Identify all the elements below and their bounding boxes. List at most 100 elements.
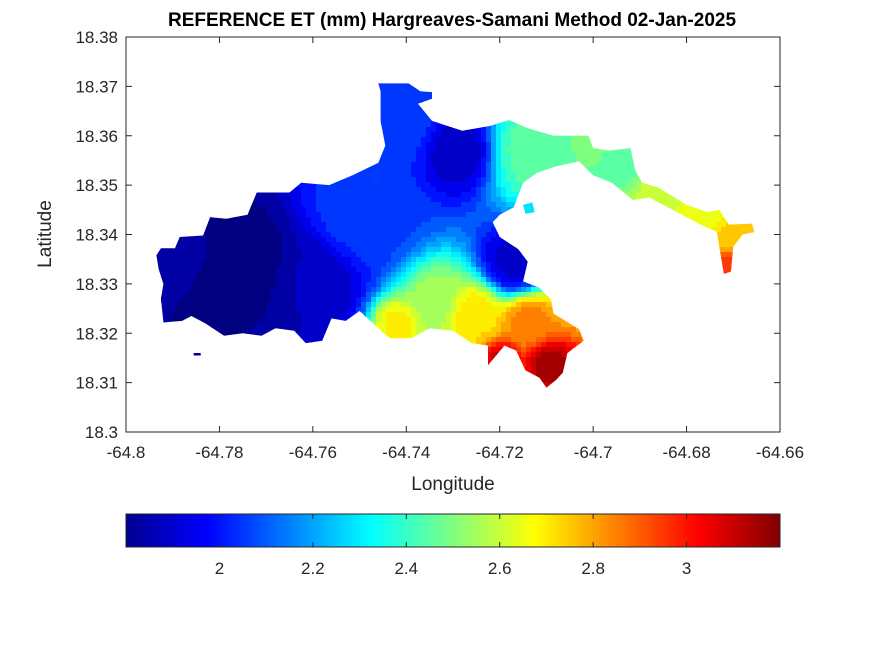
field-cell bbox=[531, 137, 537, 143]
field-cell bbox=[486, 157, 492, 163]
field-cell bbox=[446, 132, 452, 138]
field-cell bbox=[681, 207, 687, 213]
field-cell bbox=[291, 222, 297, 228]
field-cell bbox=[526, 137, 532, 143]
field-cell bbox=[411, 162, 417, 168]
field-cell bbox=[506, 147, 512, 153]
field-cell bbox=[541, 162, 547, 168]
field-cell bbox=[496, 187, 502, 193]
field-cell bbox=[381, 167, 387, 173]
field-cell bbox=[401, 102, 407, 108]
field-cell bbox=[486, 167, 492, 173]
field-cell bbox=[206, 222, 212, 228]
field-cell bbox=[556, 152, 562, 158]
field-cell bbox=[331, 222, 337, 228]
field-cell bbox=[386, 132, 392, 138]
field-cell bbox=[426, 202, 432, 208]
field-cell bbox=[406, 92, 412, 98]
field-cell bbox=[391, 212, 397, 218]
field-cell bbox=[406, 147, 412, 153]
field-cell bbox=[351, 212, 357, 218]
field-cell bbox=[366, 202, 372, 208]
field-cell bbox=[576, 152, 582, 158]
field-cell bbox=[431, 197, 437, 203]
field-cell bbox=[426, 177, 432, 183]
field-cell bbox=[716, 212, 722, 218]
field-cell bbox=[501, 147, 507, 153]
field-cell bbox=[586, 147, 592, 153]
field-cell bbox=[396, 83, 402, 88]
field-cell bbox=[666, 202, 672, 208]
field-cell bbox=[551, 147, 557, 153]
field-cell bbox=[631, 162, 637, 168]
field-cell bbox=[401, 112, 407, 118]
field-cell bbox=[386, 202, 392, 208]
field-cell bbox=[546, 142, 552, 148]
field-cell bbox=[456, 197, 462, 203]
field-cell bbox=[601, 172, 607, 178]
field-cell bbox=[401, 167, 407, 173]
field-cell bbox=[626, 172, 632, 178]
field-cell bbox=[411, 112, 417, 118]
field-cell bbox=[556, 137, 562, 143]
field-cell bbox=[476, 172, 482, 178]
field-cell bbox=[466, 142, 472, 148]
field-cell bbox=[381, 127, 387, 133]
field-cell bbox=[446, 142, 452, 148]
field-cell bbox=[271, 192, 277, 198]
field-cell bbox=[321, 182, 327, 188]
field-cell bbox=[621, 152, 627, 158]
field-cell bbox=[436, 207, 442, 213]
field-cell bbox=[606, 167, 612, 173]
field-cell bbox=[506, 122, 512, 128]
field-cell bbox=[611, 167, 617, 173]
field-cell bbox=[626, 182, 632, 188]
field-cell bbox=[486, 192, 492, 198]
field-cell bbox=[326, 222, 332, 228]
field-cell bbox=[416, 157, 422, 163]
field-cell bbox=[601, 147, 607, 153]
field-cell bbox=[671, 197, 677, 203]
field-cell bbox=[466, 137, 472, 143]
field-cell bbox=[481, 132, 487, 138]
field-cell bbox=[476, 217, 482, 223]
field-cell bbox=[336, 222, 342, 228]
field-cell bbox=[406, 102, 412, 108]
field-cell bbox=[446, 127, 452, 133]
field-cell bbox=[446, 212, 452, 218]
field-cell bbox=[506, 202, 512, 208]
field-cell bbox=[441, 192, 447, 198]
field-cell bbox=[546, 137, 552, 143]
field-cell bbox=[481, 167, 487, 173]
field-cell bbox=[456, 202, 462, 208]
field-cell bbox=[366, 217, 372, 223]
field-cell bbox=[381, 112, 387, 118]
field-cell bbox=[466, 222, 472, 228]
field-cell bbox=[381, 117, 387, 123]
field-cell bbox=[326, 202, 332, 208]
field-cell bbox=[451, 127, 457, 133]
field-cell bbox=[396, 177, 402, 183]
field-cell bbox=[466, 147, 472, 153]
field-cell bbox=[661, 197, 667, 203]
field-cell bbox=[491, 217, 497, 223]
field-cell bbox=[351, 202, 357, 208]
field-cell bbox=[416, 147, 422, 153]
field-cell bbox=[586, 167, 592, 173]
field-cell bbox=[441, 167, 447, 173]
field-cell bbox=[381, 207, 387, 213]
field-cell bbox=[426, 217, 432, 223]
field-cell bbox=[291, 202, 297, 208]
field-cell bbox=[506, 167, 512, 173]
field-cell bbox=[621, 187, 627, 193]
field-cell bbox=[451, 187, 457, 193]
field-cell bbox=[281, 197, 287, 203]
field-cell bbox=[396, 107, 402, 113]
field-cell bbox=[496, 132, 502, 138]
field-cell bbox=[411, 147, 417, 153]
field-cell bbox=[316, 197, 322, 203]
field-cell bbox=[521, 177, 527, 183]
field-cell bbox=[526, 142, 532, 148]
field-cell bbox=[446, 177, 452, 183]
field-cell bbox=[451, 212, 457, 218]
